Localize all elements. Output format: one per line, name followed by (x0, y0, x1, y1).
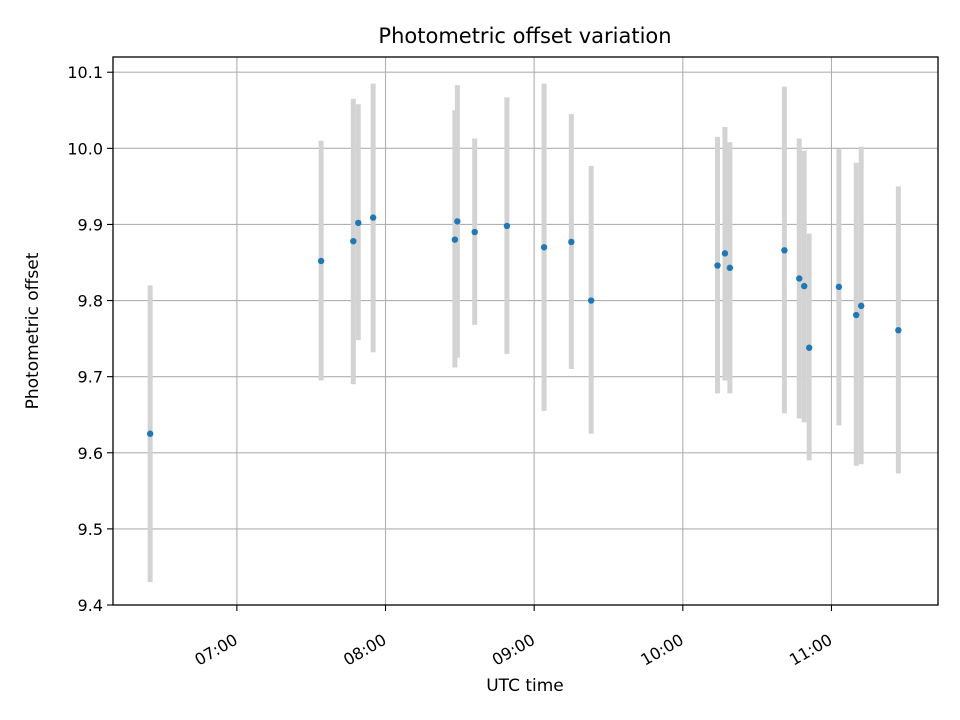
data-point (146, 430, 154, 437)
y-tick-label: 10.0 (67, 139, 103, 158)
data-point (805, 344, 813, 351)
y-tick-label: 9.4 (78, 596, 103, 615)
data-point (471, 228, 478, 236)
data-point (857, 302, 865, 310)
y-axis-ticks: 9.4 9.5 9.6 9.7 9.8 9.9 10.0 10.1 (67, 63, 113, 615)
y-tick-label: 9.5 (78, 520, 103, 539)
data-point (540, 244, 548, 251)
data-point (355, 219, 362, 227)
data-point (714, 262, 721, 269)
data-point (454, 218, 461, 225)
data-point (350, 237, 357, 245)
y-tick-label: 9.7 (78, 368, 103, 387)
data-point (781, 247, 788, 254)
plot-frame (112, 56, 939, 606)
y-tick-label: 9.6 (78, 444, 103, 463)
y-axis-label: Photometric offset (23, 252, 43, 409)
x-axis-label: UTC time (486, 676, 564, 696)
data-point (568, 238, 575, 246)
data-point (726, 264, 734, 272)
y-tick-label: 9.9 (78, 215, 103, 234)
grid-lines (113, 57, 938, 606)
data-point (895, 327, 902, 334)
data-point (503, 222, 511, 230)
data-point (317, 257, 325, 265)
y-tick-label: 10.1 (67, 63, 103, 82)
data-point (721, 250, 729, 257)
data-point (853, 311, 860, 319)
data-point (796, 275, 803, 282)
y-tick-label: 9.8 (78, 292, 103, 311)
data-points (146, 214, 902, 437)
data-point (801, 282, 808, 290)
data-point (369, 214, 377, 221)
data-point (587, 297, 595, 304)
chart-title: Photometric offset variation (378, 24, 671, 48)
data-point (451, 236, 459, 243)
data-point (835, 283, 843, 291)
